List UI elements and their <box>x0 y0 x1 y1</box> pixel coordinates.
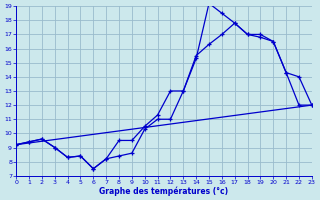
X-axis label: Graphe des températures (°c): Graphe des températures (°c) <box>100 186 228 196</box>
